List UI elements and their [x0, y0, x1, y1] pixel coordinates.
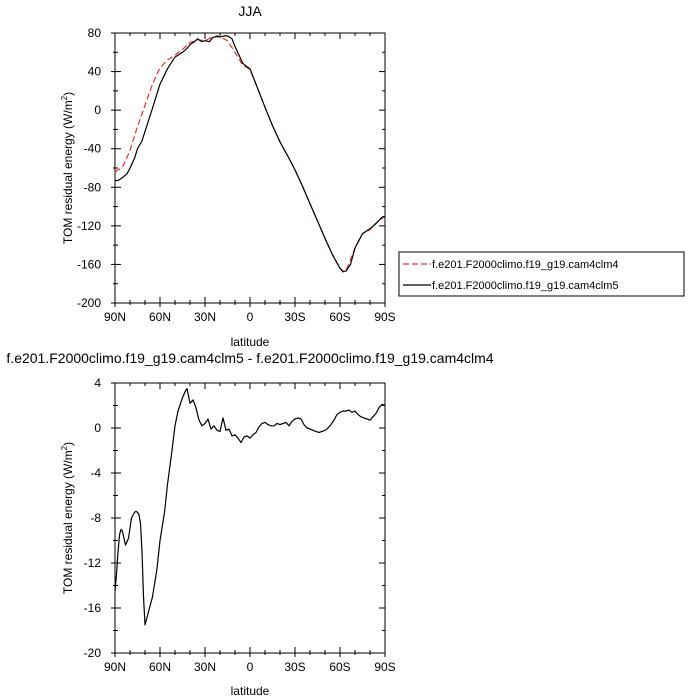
y-axis-label-sup: 2 — [60, 445, 69, 450]
y-tick-label: -80 — [84, 180, 102, 194]
x-axis-label: latitude — [231, 684, 270, 698]
y-axis-label-main: TOM residual energy (W/m — [61, 100, 75, 244]
y-tick-label: -12 — [84, 556, 102, 570]
y-axis-label: TOM residual energy (W/m2) — [60, 92, 75, 244]
legend: f.e201.F2000climo.f19_g19.cam4clm4 f.e201… — [398, 251, 685, 297]
y-tick-label: -4 — [90, 466, 101, 480]
x-axis-label: latitude — [231, 335, 270, 349]
y-axis-label-close: ) — [61, 92, 75, 96]
y-tick-label: 40 — [88, 65, 102, 79]
plot-frame — [114, 32, 386, 304]
y-tick-label: -160 — [77, 257, 101, 271]
x-tick-label: 30N — [194, 660, 216, 674]
legend-box — [398, 251, 685, 297]
chart-title: JJA — [238, 3, 262, 19]
y-tick-label: 0 — [94, 103, 101, 117]
x-tick-label: 30S — [284, 310, 305, 324]
x-tick-label: 30N — [194, 310, 216, 324]
chart-panel-1: JJA 90N 60N 30N 0 30S 60S 90S -200 -160 -120 -80 -40… — [60, 3, 685, 349]
y-tick-label: -120 — [77, 219, 101, 233]
y-tick-label: -40 — [84, 142, 102, 156]
y-axis-label-sup: 2 — [60, 95, 69, 100]
x-tick-label: 60N — [149, 310, 171, 324]
y-axis-label: TOM residual energy (W/m2) — [60, 442, 75, 594]
x-tick-label: 0 — [247, 660, 254, 674]
chart-panel-2: f.e201.F2000climo.f19_g19.cam4clm5 - f.e… — [6, 350, 493, 698]
y-tick-label: 0 — [94, 421, 101, 435]
x-tick-label: 0 — [247, 310, 254, 324]
y-tick-label: -8 — [90, 511, 101, 525]
y-tick-label: -20 — [84, 646, 102, 660]
legend-label: f.e201.F2000climo.f19_g19.cam4clm4 — [432, 259, 619, 271]
series-line-2 — [115, 35, 386, 272]
x-tick-label: 90S — [374, 310, 395, 324]
plot-frame — [114, 382, 386, 654]
x-tick-label: 90S — [374, 660, 395, 674]
y-axis-label-close: ) — [61, 442, 75, 446]
x-tick-label: 90N — [104, 310, 126, 324]
y-tick-label: -16 — [84, 601, 102, 615]
x-tick-label: 30S — [284, 660, 305, 674]
x-tick-label: 60N — [149, 660, 171, 674]
x-tick-label: 60S — [329, 660, 350, 674]
y-tick-label: 80 — [88, 26, 102, 40]
y-axis-label-main: TOM residual energy (W/m — [61, 450, 75, 594]
legend-label: f.e201.F2000climo.f19_g19.cam4clm5 — [432, 280, 619, 292]
series-line-1 — [114, 36, 386, 273]
chart-title: f.e201.F2000climo.f19_g19.cam4clm5 - f.e… — [6, 350, 493, 366]
y-tick-label: -200 — [77, 296, 101, 310]
y-tick-label: 4 — [94, 376, 101, 390]
x-tick-label: 90N — [104, 660, 126, 674]
x-tick-label: 60S — [329, 310, 350, 324]
series-line-1 — [114, 388, 386, 626]
